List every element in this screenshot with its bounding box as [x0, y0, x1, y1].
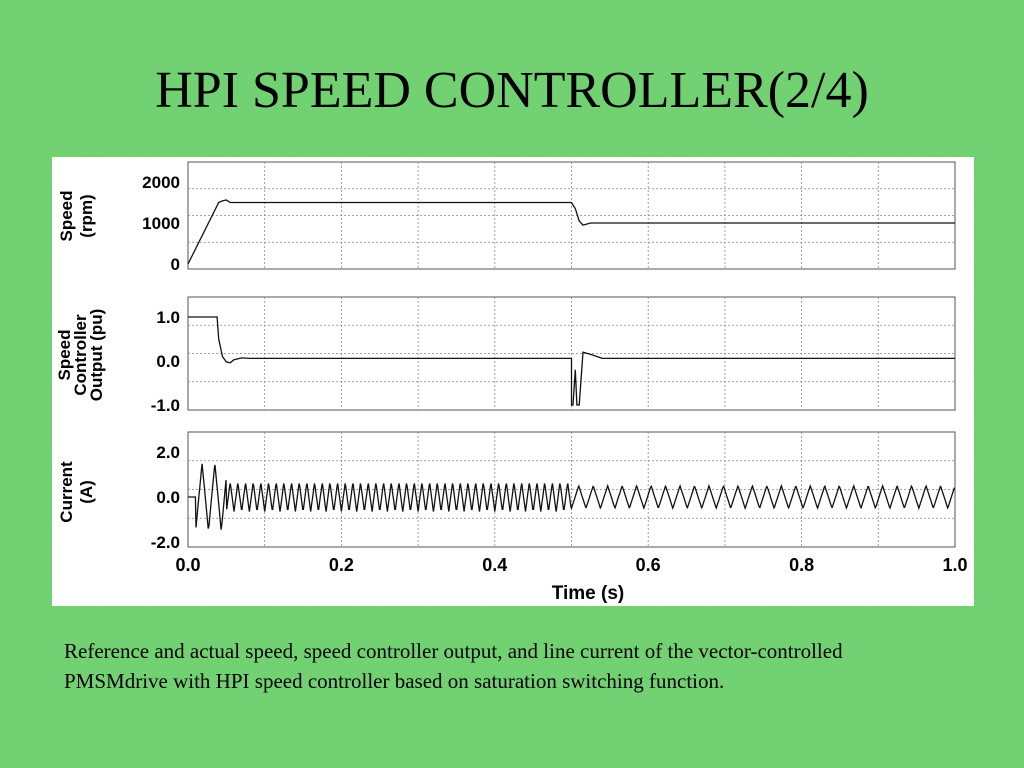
x-tick-label: 0.8: [789, 555, 814, 575]
panel3-ylabel-line1: Current: [57, 461, 76, 523]
y-tick-label: 2.0: [156, 443, 180, 462]
panel2-ylabel-line3: Output (pu): [87, 309, 106, 402]
x-tick-label: 1.0: [942, 555, 967, 575]
y-tick-label: -1.0: [151, 396, 180, 415]
y-tick-label: 2000: [142, 173, 180, 192]
figure-caption: Reference and actual speed, speed contro…: [64, 639, 843, 694]
y-tick-label: -2.0: [151, 533, 180, 552]
x-tick-label: 0.0: [175, 555, 200, 575]
x-tick-label: 0.4: [482, 555, 507, 575]
panel1-ylabel-line1: Speed: [57, 190, 76, 241]
y-tick-label: 0.0: [156, 352, 180, 371]
y-tick-label: 1000: [142, 214, 180, 233]
y-tick-label: 1.0: [156, 308, 180, 327]
x-tick-label: 0.2: [329, 555, 354, 575]
y-tick-label: 0: [171, 255, 180, 274]
series-line-2: [188, 316, 955, 406]
panel3-ylabel-line2: (A): [77, 480, 96, 504]
panel2-ylabel-line2: Controller: [71, 314, 90, 396]
waveform-figure: Speed (rpm) Speed Controller Output (pu)…: [55, 161, 968, 604]
series-line-3: [188, 463, 956, 530]
series-line-1: [187, 199, 955, 265]
figure-panel: Speed (rpm) Speed Controller Output (pu)…: [52, 157, 974, 606]
slide-title: HPI SPEED CONTROLLER(2/4): [155, 62, 869, 119]
y-tick-label: 0.0: [156, 488, 180, 507]
x-axis-label: Time (s): [552, 583, 625, 604]
panel1-ylabel-line2: (rpm): [77, 194, 96, 237]
panel2-ylabel-line1: Speed: [55, 329, 74, 380]
x-tick-label: 0.6: [636, 555, 661, 575]
